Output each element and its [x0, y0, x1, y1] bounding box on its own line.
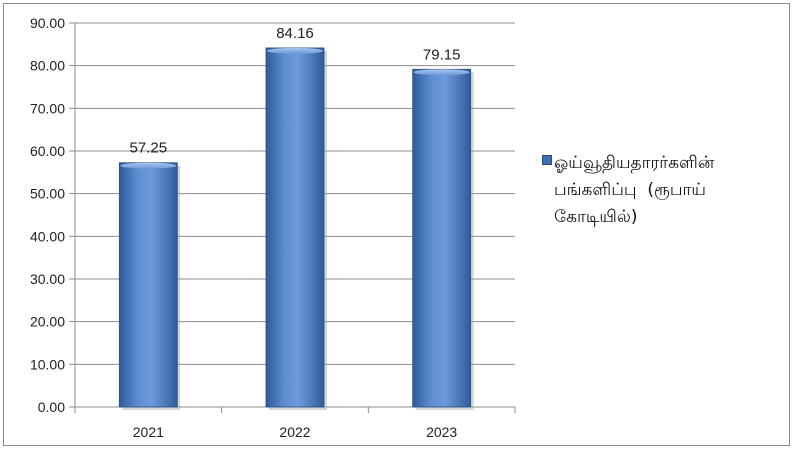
- y-tick-label: 60.00: [30, 143, 65, 159]
- data-label: 79.15: [423, 46, 461, 63]
- x-tick-label: 2022: [279, 424, 310, 440]
- bar-2023: [412, 68, 474, 410]
- data-label: 57.25: [130, 140, 168, 157]
- y-tick-label: 20.00: [30, 314, 65, 330]
- bar-2021: [118, 162, 181, 410]
- y-tick-label: 80.00: [30, 58, 65, 74]
- x-tick-label: 2021: [133, 424, 164, 440]
- bar-cap: [413, 69, 470, 76]
- bar: [412, 68, 472, 408]
- data-label: 84.16: [276, 25, 314, 42]
- y-tick-label: 90.00: [30, 15, 65, 31]
- legend: ஓய்வூதியதாரர்களின் பங்களிப்பு (ரூபாய் கோ…: [542, 150, 777, 231]
- y-tick-label: 10.00: [30, 356, 65, 372]
- y-tick-label: 50.00: [30, 186, 65, 202]
- bar: [265, 47, 325, 408]
- bar-cap: [120, 162, 177, 169]
- bar: [118, 162, 178, 408]
- legend-swatch: [542, 155, 552, 165]
- legend-label: ஓய்வூதியதாரர்களின் பங்களிப்பு (ரூபாய் கோ…: [554, 153, 720, 227]
- y-tick-label: 70.00: [30, 100, 65, 116]
- bar-cap: [267, 47, 323, 54]
- x-tick-label: 2023: [426, 424, 457, 440]
- y-tick-label: 40.00: [30, 228, 65, 244]
- bar-2022: [265, 47, 327, 411]
- y-tick-label: 0.00: [38, 399, 65, 415]
- y-tick-label: 30.00: [30, 271, 65, 287]
